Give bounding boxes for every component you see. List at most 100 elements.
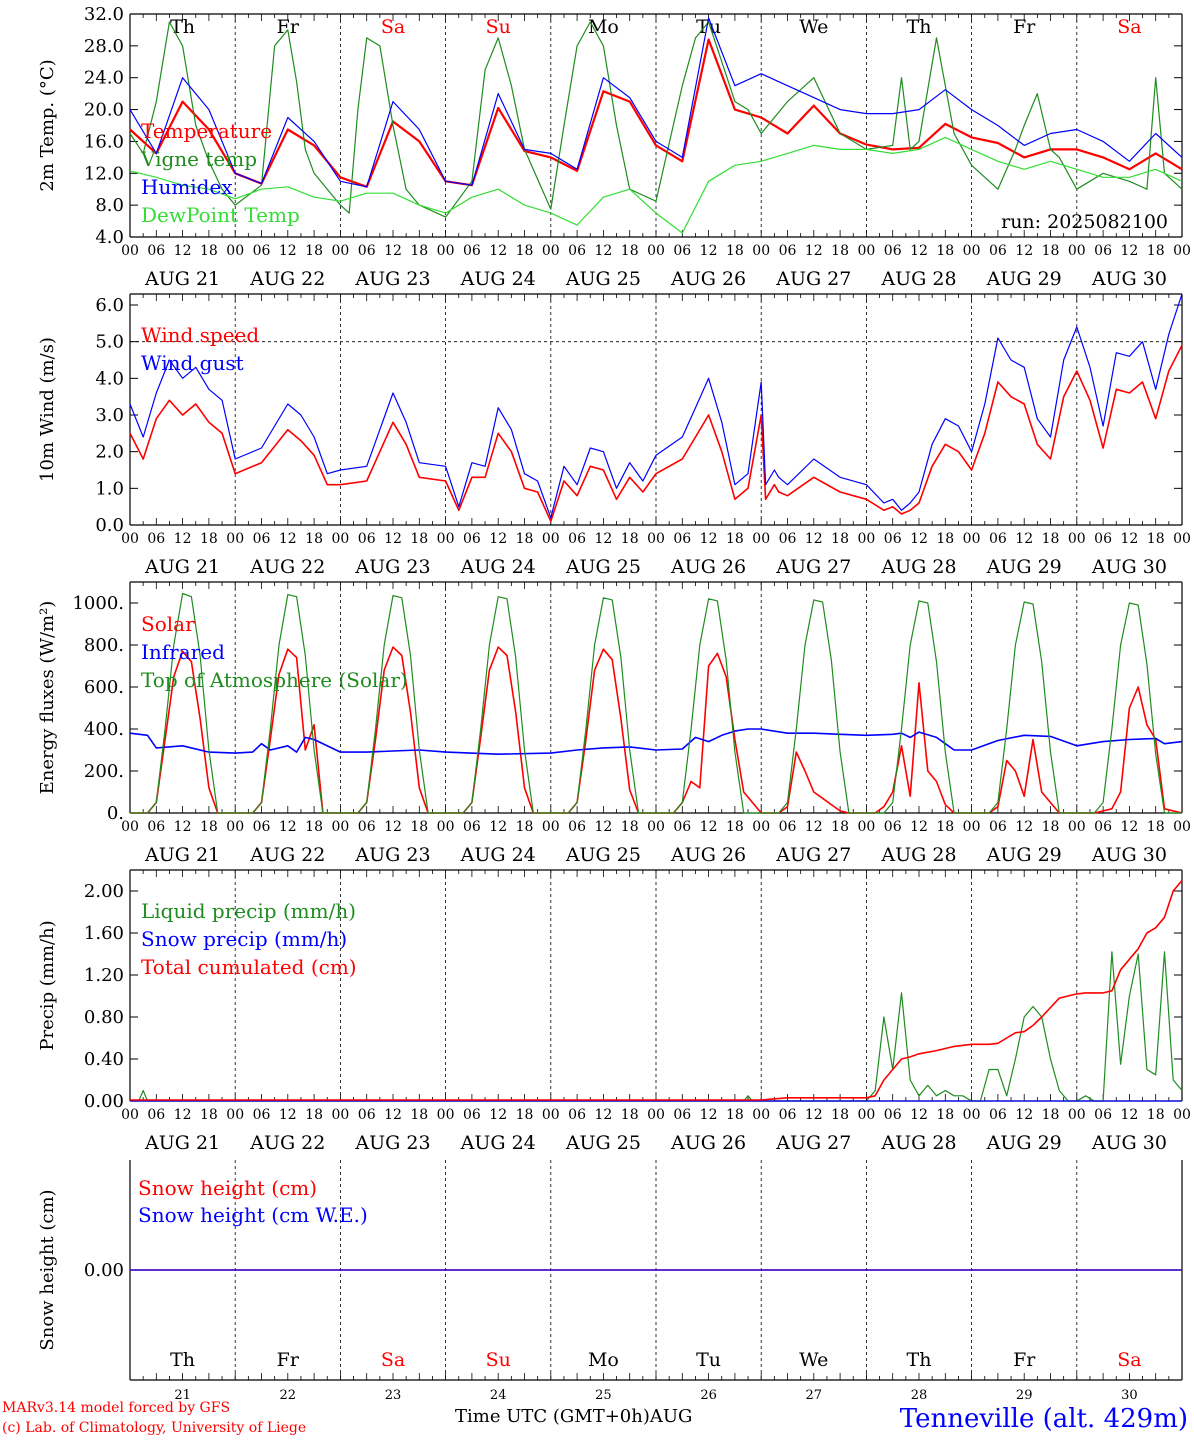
x-hour-label: 18 — [831, 1107, 849, 1123]
model-credit: MARv3.14 model forced by GFS — [2, 1400, 231, 1416]
x-hour-label: 00 — [542, 1107, 560, 1123]
x-hour-label: 06 — [673, 819, 691, 835]
x-hour-label: 00 — [437, 819, 455, 835]
x-hour-label: 06 — [253, 819, 271, 835]
x-hour-label: 00 — [1068, 531, 1086, 547]
x-hour-label: 12 — [489, 243, 507, 259]
x-hour-label: 00 — [542, 819, 560, 835]
y-tick-label: 1.20 — [84, 965, 124, 986]
x-date-label: AUG 22 — [249, 556, 325, 578]
x-hour-label: 00 — [226, 819, 244, 835]
x-hour-label: 12 — [279, 819, 297, 835]
x-hour-label: 06 — [779, 819, 797, 835]
x-hour-label: 00 — [963, 819, 981, 835]
x-hour-label: 18 — [200, 1107, 218, 1123]
x-hour-label: 12 — [594, 243, 612, 259]
x-date-label: AUG 30 — [1091, 1132, 1167, 1154]
x-hour-label: 06 — [989, 1107, 1007, 1123]
x-hour-label: 18 — [305, 819, 323, 835]
x-hour-label: 12 — [384, 531, 402, 547]
x-hour-label: 12 — [489, 531, 507, 547]
x-hour-label: 18 — [1042, 531, 1060, 547]
day-number-label: 26 — [700, 1388, 717, 1403]
x-hour-label: 00 — [647, 531, 665, 547]
x-date-label: AUG 26 — [670, 556, 746, 578]
x-hour-label: 18 — [831, 531, 849, 547]
y-tick-label: 4.0 — [95, 227, 124, 248]
x-hour-label: 18 — [305, 1107, 323, 1123]
y-tick-label: 2.0 — [95, 442, 124, 463]
x-hour-label: 00 — [1068, 1107, 1086, 1123]
x-hour-label: 12 — [1120, 1107, 1138, 1123]
x-hour-label: 12 — [174, 531, 192, 547]
x-hour-label: 12 — [1120, 819, 1138, 835]
x-hour-label: 00 — [1173, 531, 1191, 547]
legend-entry: Top of Atmosphere (Solar) — [141, 668, 408, 692]
x-date-label: AUG 30 — [1091, 556, 1167, 578]
weekday-label: Su — [486, 1349, 511, 1371]
x-date-label: AUG 28 — [880, 268, 956, 290]
x-hour-label: 18 — [410, 819, 428, 835]
time-axis-label: Time UTC (GMT+0h) — [455, 1406, 650, 1427]
x-hour-label: 06 — [884, 819, 902, 835]
x-date-label: AUG 25 — [565, 1132, 641, 1154]
series-line — [129, 21, 1183, 218]
y-tick-label: 0.40 — [84, 1049, 124, 1070]
y-tick-label: 400. — [84, 719, 124, 740]
x-date-label: AUG 29 — [986, 556, 1062, 578]
x-date-label: AUG 30 — [1091, 268, 1167, 290]
x-date-label: AUG 24 — [460, 844, 536, 866]
x-hour-label: 06 — [989, 531, 1007, 547]
y-tick-label: 8.0 — [95, 195, 124, 216]
y-axis-label: Energy fluxes (W/m²) — [37, 601, 58, 795]
x-hour-label: 06 — [253, 531, 271, 547]
series-line — [129, 136, 1183, 234]
x-hour-label: 12 — [805, 819, 823, 835]
x-hour-label: 00 — [226, 531, 244, 547]
y-tick-label: 1000. — [72, 593, 124, 614]
x-hour-label: 00 — [647, 1107, 665, 1123]
x-hour-label: 12 — [594, 531, 612, 547]
x-date-label: AUG 25 — [565, 268, 641, 290]
x-hour-label: 06 — [884, 531, 902, 547]
day-number-label: 27 — [806, 1388, 823, 1403]
x-hour-label: 06 — [463, 243, 481, 259]
x-hour-label: 18 — [1042, 243, 1060, 259]
x-hour-label: 12 — [700, 1107, 718, 1123]
x-hour-label: 00 — [647, 819, 665, 835]
x-hour-label: 06 — [1094, 1107, 1112, 1123]
x-hour-label: 00 — [331, 819, 349, 835]
series-line — [129, 293, 1183, 519]
x-hour-label: 06 — [1094, 243, 1112, 259]
legend-entry: Snow height (cm W.E.) — [138, 1203, 368, 1227]
x-hour-label: 12 — [489, 819, 507, 835]
series-line — [129, 17, 1183, 188]
x-date-label: AUG 30 — [1091, 844, 1167, 866]
weekday-label: Su — [486, 16, 511, 38]
legend-entry: Temperature — [141, 119, 272, 143]
x-hour-label: 18 — [1042, 819, 1060, 835]
x-date-label: AUG 21 — [144, 556, 220, 578]
x-hour-label: 12 — [1120, 531, 1138, 547]
legend-entry: Total cumulated (cm) — [141, 955, 357, 979]
x-hour-label: 00 — [857, 243, 875, 259]
x-date-label: AUG 24 — [460, 268, 536, 290]
x-hour-label: 12 — [910, 531, 928, 547]
x-hour-label: 06 — [358, 1107, 376, 1123]
x-date-label: AUG 26 — [670, 268, 746, 290]
x-hour-label: 12 — [700, 531, 718, 547]
x-hour-label: 06 — [1094, 819, 1112, 835]
x-hour-label: 06 — [884, 1107, 902, 1123]
x-hour-label: 06 — [358, 531, 376, 547]
y-tick-label: 20.0 — [84, 100, 124, 121]
x-hour-label: 06 — [253, 1107, 271, 1123]
station-name: Tenneville (alt. 429m) — [899, 1404, 1188, 1434]
x-hour-label: 18 — [410, 1107, 428, 1123]
x-date-label: AUG 21 — [144, 844, 220, 866]
x-hour-label: 00 — [331, 243, 349, 259]
x-hour-label: 12 — [174, 243, 192, 259]
x-hour-label: 18 — [936, 531, 954, 547]
y-tick-label: 3.0 — [95, 405, 124, 426]
x-date-label: AUG 25 — [565, 844, 641, 866]
